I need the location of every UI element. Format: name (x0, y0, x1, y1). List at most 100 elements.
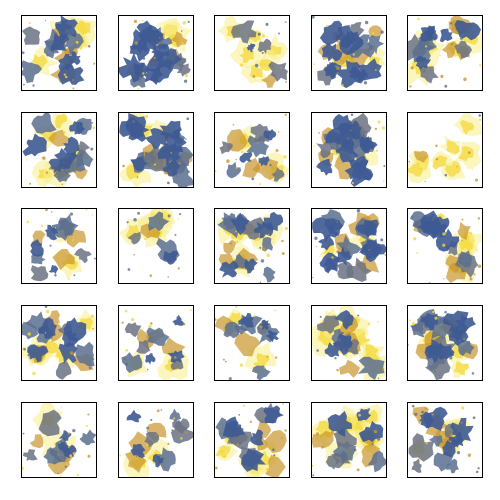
texture-blob (22, 321, 39, 340)
texture-speck (260, 49, 263, 52)
texture-speck (149, 274, 153, 277)
texture-speck (259, 281, 262, 283)
texture-speck (223, 455, 227, 458)
texture-speck (64, 75, 68, 79)
texture-tile (118, 15, 194, 91)
texture-speck (471, 372, 475, 375)
texture-speck (53, 342, 56, 345)
texture-speck (159, 37, 161, 39)
texture-speck (88, 366, 92, 370)
texture-blob (415, 55, 431, 70)
texture-speck (257, 32, 261, 36)
texture-speck (416, 252, 419, 254)
texture-speck (42, 156, 46, 160)
texture-speck (353, 448, 357, 452)
texture-blob (250, 429, 264, 446)
texture-speck (411, 322, 416, 326)
texture-blob (459, 119, 475, 135)
texture-speck (215, 317, 217, 321)
texture-speck (263, 367, 266, 369)
texture-speck (63, 73, 67, 76)
texture-blob (368, 25, 383, 39)
texture-speck (408, 344, 409, 346)
texture-speck (127, 268, 131, 271)
texture-speck (85, 425, 88, 428)
texture-speck (134, 41, 138, 45)
texture-speck (49, 167, 52, 169)
texture-speck (460, 421, 463, 424)
texture-blob (357, 356, 385, 380)
texture-blob (260, 319, 270, 331)
texture-speck (364, 68, 367, 71)
texture-blob (146, 327, 170, 346)
texture-speck (187, 20, 190, 23)
texture-image (119, 113, 193, 187)
texture-blob (75, 341, 95, 367)
texture-speck (69, 454, 73, 458)
texture-blob (445, 139, 460, 155)
texture-speck (352, 53, 355, 56)
texture-speck (280, 436, 283, 439)
texture-blob (265, 329, 279, 343)
texture-speck (236, 443, 239, 446)
texture-blob (454, 40, 473, 59)
texture-speck (365, 344, 368, 346)
texture-speck (178, 162, 181, 165)
texture-speck (186, 117, 190, 121)
texture-speck (315, 246, 317, 248)
texture-speck (53, 455, 58, 460)
texture-speck (428, 281, 431, 283)
texture-speck (74, 170, 77, 173)
texture-speck (350, 113, 354, 117)
texture-tile (21, 208, 97, 284)
texture-speck (45, 309, 50, 314)
texture-speck (459, 156, 462, 160)
texture-speck (411, 404, 415, 408)
texture-speck (367, 322, 371, 326)
texture-speck (32, 371, 36, 376)
texture-speck (92, 126, 96, 129)
texture-blob (456, 338, 475, 357)
texture-speck (253, 314, 256, 317)
texture-speck (265, 467, 269, 471)
texture-blob (263, 266, 276, 283)
texture-speck (423, 161, 426, 163)
texture-image (119, 17, 192, 90)
texture-blob (359, 136, 374, 152)
texture-speck (180, 437, 183, 440)
texture-speck (410, 66, 414, 70)
texture-blob (366, 35, 385, 55)
texture-blob (271, 167, 285, 182)
texture-speck (331, 256, 334, 259)
texture-blob (324, 341, 340, 358)
texture-speck (380, 238, 384, 242)
texture-speck (22, 51, 25, 55)
texture-blob (121, 352, 143, 373)
texture-speck (314, 236, 318, 240)
texture-speck (154, 434, 157, 436)
texture-speck (44, 332, 47, 334)
texture-blob (417, 220, 435, 234)
texture-blob (420, 25, 434, 42)
texture-speck (239, 255, 241, 258)
texture-speck (424, 180, 426, 183)
texture-blob (230, 20, 257, 44)
texture-speck (364, 20, 369, 25)
texture-speck (459, 36, 464, 40)
texture-speck (177, 267, 180, 270)
texture-speck (377, 377, 380, 380)
texture-speck (269, 63, 271, 65)
texture-blob (74, 20, 91, 35)
texture-tile (214, 208, 290, 284)
texture-speck (187, 170, 190, 174)
texture-blob (48, 158, 67, 174)
texture-speck (323, 155, 325, 158)
texture-speck (181, 42, 184, 45)
texture-speck (335, 65, 337, 67)
texture-speck (477, 264, 482, 269)
texture-blob (38, 409, 62, 437)
texture-speck (274, 309, 276, 312)
texture-speck (456, 166, 458, 168)
texture-speck (69, 212, 74, 216)
texture-speck (380, 30, 384, 34)
